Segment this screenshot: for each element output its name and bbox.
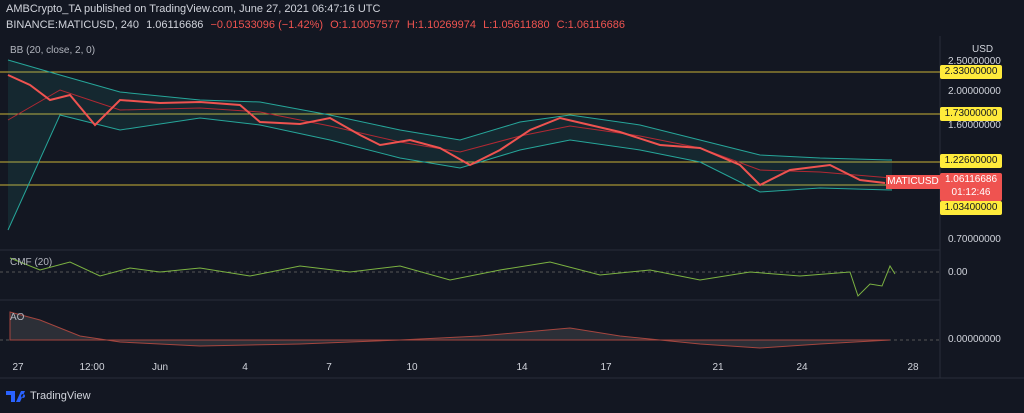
- cmf-label: CMF (20): [10, 257, 53, 268]
- high: H:1.10269974: [406, 19, 477, 31]
- change: −0.01533096 (−1.42%): [210, 19, 324, 31]
- bb-lower: [7, 114, 893, 231]
- symbol-tag: MATICUSD: [886, 175, 940, 189]
- level-tag: 1.73000000: [940, 107, 1002, 121]
- bb-basis: [7, 89, 893, 179]
- open: O:1.10057577: [330, 19, 400, 31]
- ao-label: AO: [10, 312, 25, 323]
- price-tick: 2.00000000: [948, 86, 1001, 97]
- level-tag: 1.03400000: [940, 201, 1002, 215]
- cmf-line: [9, 257, 896, 297]
- publisher: AMBCrypto_TA published on TradingView.co…: [6, 3, 381, 15]
- time-label: 10: [406, 362, 418, 373]
- current-price: 1.06116686: [944, 174, 998, 185]
- cmf-tick: 0.00: [948, 267, 968, 278]
- logo: [6, 391, 26, 402]
- symbol: BINANCE:MATICUSD, 240: [6, 19, 140, 31]
- time-label: 17: [600, 362, 612, 373]
- ao-histogram: [9, 311, 891, 349]
- bb-upper: [7, 59, 893, 161]
- price-tick: 0.70000000: [948, 234, 1001, 245]
- time-label: 14: [516, 362, 528, 373]
- time-label: 21: [712, 362, 724, 373]
- close: C:1.06116686: [556, 19, 625, 31]
- time-label: 27: [12, 362, 24, 373]
- price-tick: 2.50000000: [948, 56, 1001, 67]
- time-label: 7: [326, 362, 332, 373]
- level-tag: 2.33000000: [940, 65, 1002, 79]
- price-action: [7, 74, 886, 187]
- level-lines: [0, 71, 940, 186]
- time-label: 4: [242, 362, 248, 373]
- time-label: 24: [796, 362, 808, 373]
- current-price-tag: 1.06116686 01:12:46: [940, 173, 1002, 201]
- price-tick: 1.60000000: [948, 120, 1001, 131]
- time-label: 28: [907, 362, 919, 373]
- currency: USD: [972, 44, 994, 55]
- low: L:1.05611880: [483, 19, 550, 31]
- footer-brand: TradingView: [30, 390, 91, 402]
- symbol-line: BINANCE:MATICUSD, 240 1.06116686 −0.0153…: [6, 19, 629, 31]
- level-tag: 1.22600000: [940, 154, 1002, 168]
- bb-label: BB (20, close, 2, 0): [10, 45, 96, 56]
- bb-fill: [8, 60, 892, 230]
- time-label: 12:00: [79, 362, 105, 373]
- ao-tick: 0.00000000: [948, 334, 1001, 345]
- last: 1.06116686: [146, 19, 204, 31]
- time-label: Jun: [151, 362, 169, 373]
- countdown: 01:12:46: [951, 187, 991, 198]
